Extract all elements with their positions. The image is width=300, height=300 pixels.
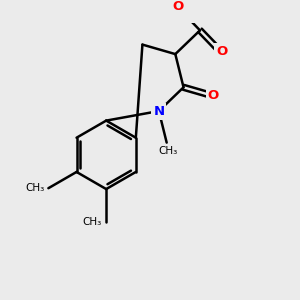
Text: O: O [216, 45, 227, 58]
Text: CH₃: CH₃ [83, 217, 102, 226]
Text: CH₃: CH₃ [158, 146, 178, 156]
Text: N: N [153, 105, 164, 118]
Text: CH₃: CH₃ [25, 183, 44, 193]
Text: O: O [173, 0, 184, 13]
Text: O: O [208, 89, 219, 102]
